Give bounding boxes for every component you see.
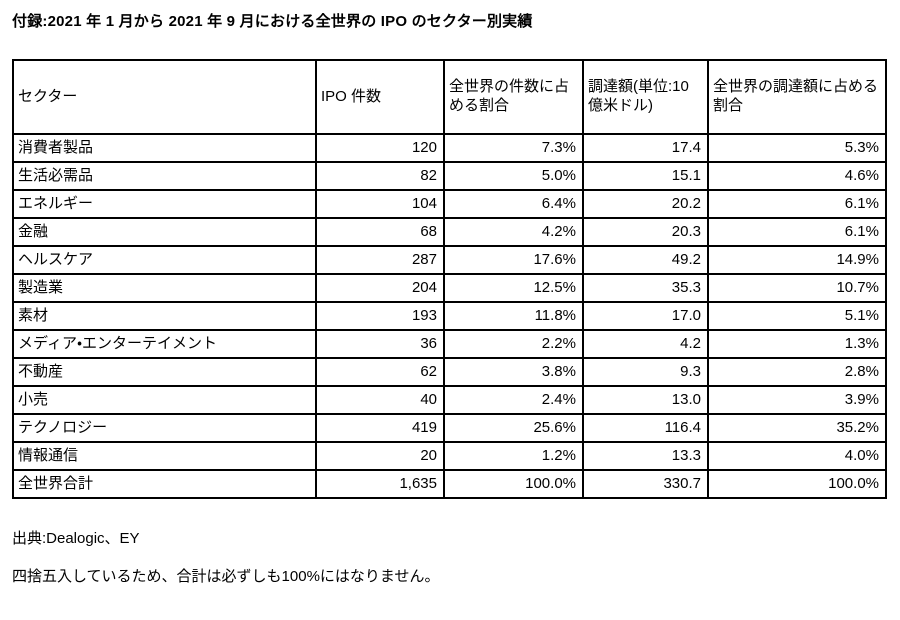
value-cell: 116.4 xyxy=(582,413,709,443)
value-cell: 3.9% xyxy=(707,385,887,415)
table-row: エネルギー 104 6.4% 20.2 6.1% xyxy=(12,189,887,219)
value-cell: 4.2 xyxy=(582,329,709,359)
value-cell: 100.0% xyxy=(707,469,887,499)
value-cell: 3.8% xyxy=(443,357,584,387)
value-cell: 13.0 xyxy=(582,385,709,415)
value-cell: 15.1 xyxy=(582,161,709,191)
column-header-proceeds: 調達額(単位:10 億米ドル) xyxy=(582,59,709,135)
value-cell: 5.0% xyxy=(443,161,584,191)
value-cell: 35.3 xyxy=(582,273,709,303)
value-cell: 5.3% xyxy=(707,133,887,163)
value-cell: 11.8% xyxy=(443,301,584,331)
table-row: 金融 68 4.2% 20.3 6.1% xyxy=(12,217,887,247)
sector-cell: 素材 xyxy=(12,301,317,331)
table-row: 消費者製品 120 7.3% 17.4 5.3% xyxy=(12,133,887,163)
value-cell: 1.2% xyxy=(443,441,584,471)
table-row: 素材 193 11.8% 17.0 5.1% xyxy=(12,301,887,331)
value-cell: 35.2% xyxy=(707,413,887,443)
value-cell: 1.3% xyxy=(707,329,887,359)
table-row: テクノロジー 419 25.6% 116.4 35.2% xyxy=(12,413,887,443)
value-cell: 25.6% xyxy=(443,413,584,443)
value-cell: 2.4% xyxy=(443,385,584,415)
table-header: セクター IPO 件数 全世界の件数に占める割合 調達額(単位:10 億米ドル)… xyxy=(12,59,887,135)
sector-cell: 製造業 xyxy=(12,273,317,303)
value-cell: 20.2 xyxy=(582,189,709,219)
sector-cell: エネルギー xyxy=(12,189,317,219)
value-cell: 20 xyxy=(315,441,445,471)
value-cell: 6.1% xyxy=(707,189,887,219)
page-title: 付録:2021 年 1 月から 2021 年 9 月における全世界の IPO の… xyxy=(12,13,533,30)
sector-cell: ヘルスケア xyxy=(12,245,317,275)
value-cell: 193 xyxy=(315,301,445,331)
value-cell: 2.8% xyxy=(707,357,887,387)
value-cell: 68 xyxy=(315,217,445,247)
sector-cell: テクノロジー xyxy=(12,413,317,443)
value-cell: 6.1% xyxy=(707,217,887,247)
table-row: 生活必需品 82 5.0% 15.1 4.6% xyxy=(12,161,887,191)
value-cell: 36 xyxy=(315,329,445,359)
value-cell: 4.6% xyxy=(707,161,887,191)
sector-cell: 小売 xyxy=(12,385,317,415)
value-cell: 82 xyxy=(315,161,445,191)
value-cell: 1,635 xyxy=(315,469,445,499)
table-row: メディア・エンターテイメント 36 2.2% 4.2 1.3% xyxy=(12,329,887,359)
table-row: ヘルスケア 287 17.6% 49.2 14.9% xyxy=(12,245,887,275)
table-row: 不動産 62 3.8% 9.3 2.8% xyxy=(12,357,887,387)
value-cell: 6.4% xyxy=(443,189,584,219)
value-cell: 17.6% xyxy=(443,245,584,275)
table-row: 全世界合計 1,635 100.0% 330.7 100.0% xyxy=(12,469,887,499)
value-cell: 17.0 xyxy=(582,301,709,331)
value-cell: 13.3 xyxy=(582,441,709,471)
value-cell: 120 xyxy=(315,133,445,163)
value-cell: 419 xyxy=(315,413,445,443)
value-cell: 14.9% xyxy=(707,245,887,275)
sector-cell: 金融 xyxy=(12,217,317,247)
value-cell: 7.3% xyxy=(443,133,584,163)
value-cell: 62 xyxy=(315,357,445,387)
header-row: セクター IPO 件数 全世界の件数に占める割合 調達額(単位:10 億米ドル)… xyxy=(12,59,887,135)
column-header-sector: セクター xyxy=(12,59,317,135)
value-cell: 49.2 xyxy=(582,245,709,275)
value-cell: 204 xyxy=(315,273,445,303)
column-header-proceeds-share: 全世界の調達額に占める割合 xyxy=(707,59,887,135)
value-cell: 2.2% xyxy=(443,329,584,359)
value-cell: 20.3 xyxy=(582,217,709,247)
ipo-sector-table: セクター IPO 件数 全世界の件数に占める割合 調達額(単位:10 億米ドル)… xyxy=(12,59,887,499)
value-cell: 40 xyxy=(315,385,445,415)
value-cell: 10.7% xyxy=(707,273,887,303)
sector-cell: 生活必需品 xyxy=(12,161,317,191)
value-cell: 12.5% xyxy=(443,273,584,303)
table-body: 消費者製品 120 7.3% 17.4 5.3% 生活必需品 82 5.0% 15.1 4.6% エ… xyxy=(12,133,887,499)
value-cell: 9.3 xyxy=(582,357,709,387)
table-row: 小売 40 2.4% 13.0 3.9% xyxy=(12,385,887,415)
value-cell: 100.0% xyxy=(443,469,584,499)
value-cell: 287 xyxy=(315,245,445,275)
rounding-note: 四捨五入しているため、合計は必ずしも100%にはなりません。 xyxy=(12,568,440,585)
source-line: 出典:Dealogic、EY xyxy=(12,530,140,547)
value-cell: 17.4 xyxy=(582,133,709,163)
value-cell: 5.1% xyxy=(707,301,887,331)
table-row: 製造業 204 12.5% 35.3 10.7% xyxy=(12,273,887,303)
column-header-count-share: 全世界の件数に占める割合 xyxy=(443,59,584,135)
value-cell: 4.2% xyxy=(443,217,584,247)
sector-cell: 全世界合計 xyxy=(12,469,317,499)
column-header-ipo-count: IPO 件数 xyxy=(315,59,445,135)
sector-cell: 不動産 xyxy=(12,357,317,387)
value-cell: 4.0% xyxy=(707,441,887,471)
sector-cell: メディア・エンターテイメント xyxy=(12,329,317,359)
table-row: 情報通信 20 1.2% 13.3 4.0% xyxy=(12,441,887,471)
sector-cell: 情報通信 xyxy=(12,441,317,471)
value-cell: 104 xyxy=(315,189,445,219)
value-cell: 330.7 xyxy=(582,469,709,499)
sector-cell: 消費者製品 xyxy=(12,133,317,163)
